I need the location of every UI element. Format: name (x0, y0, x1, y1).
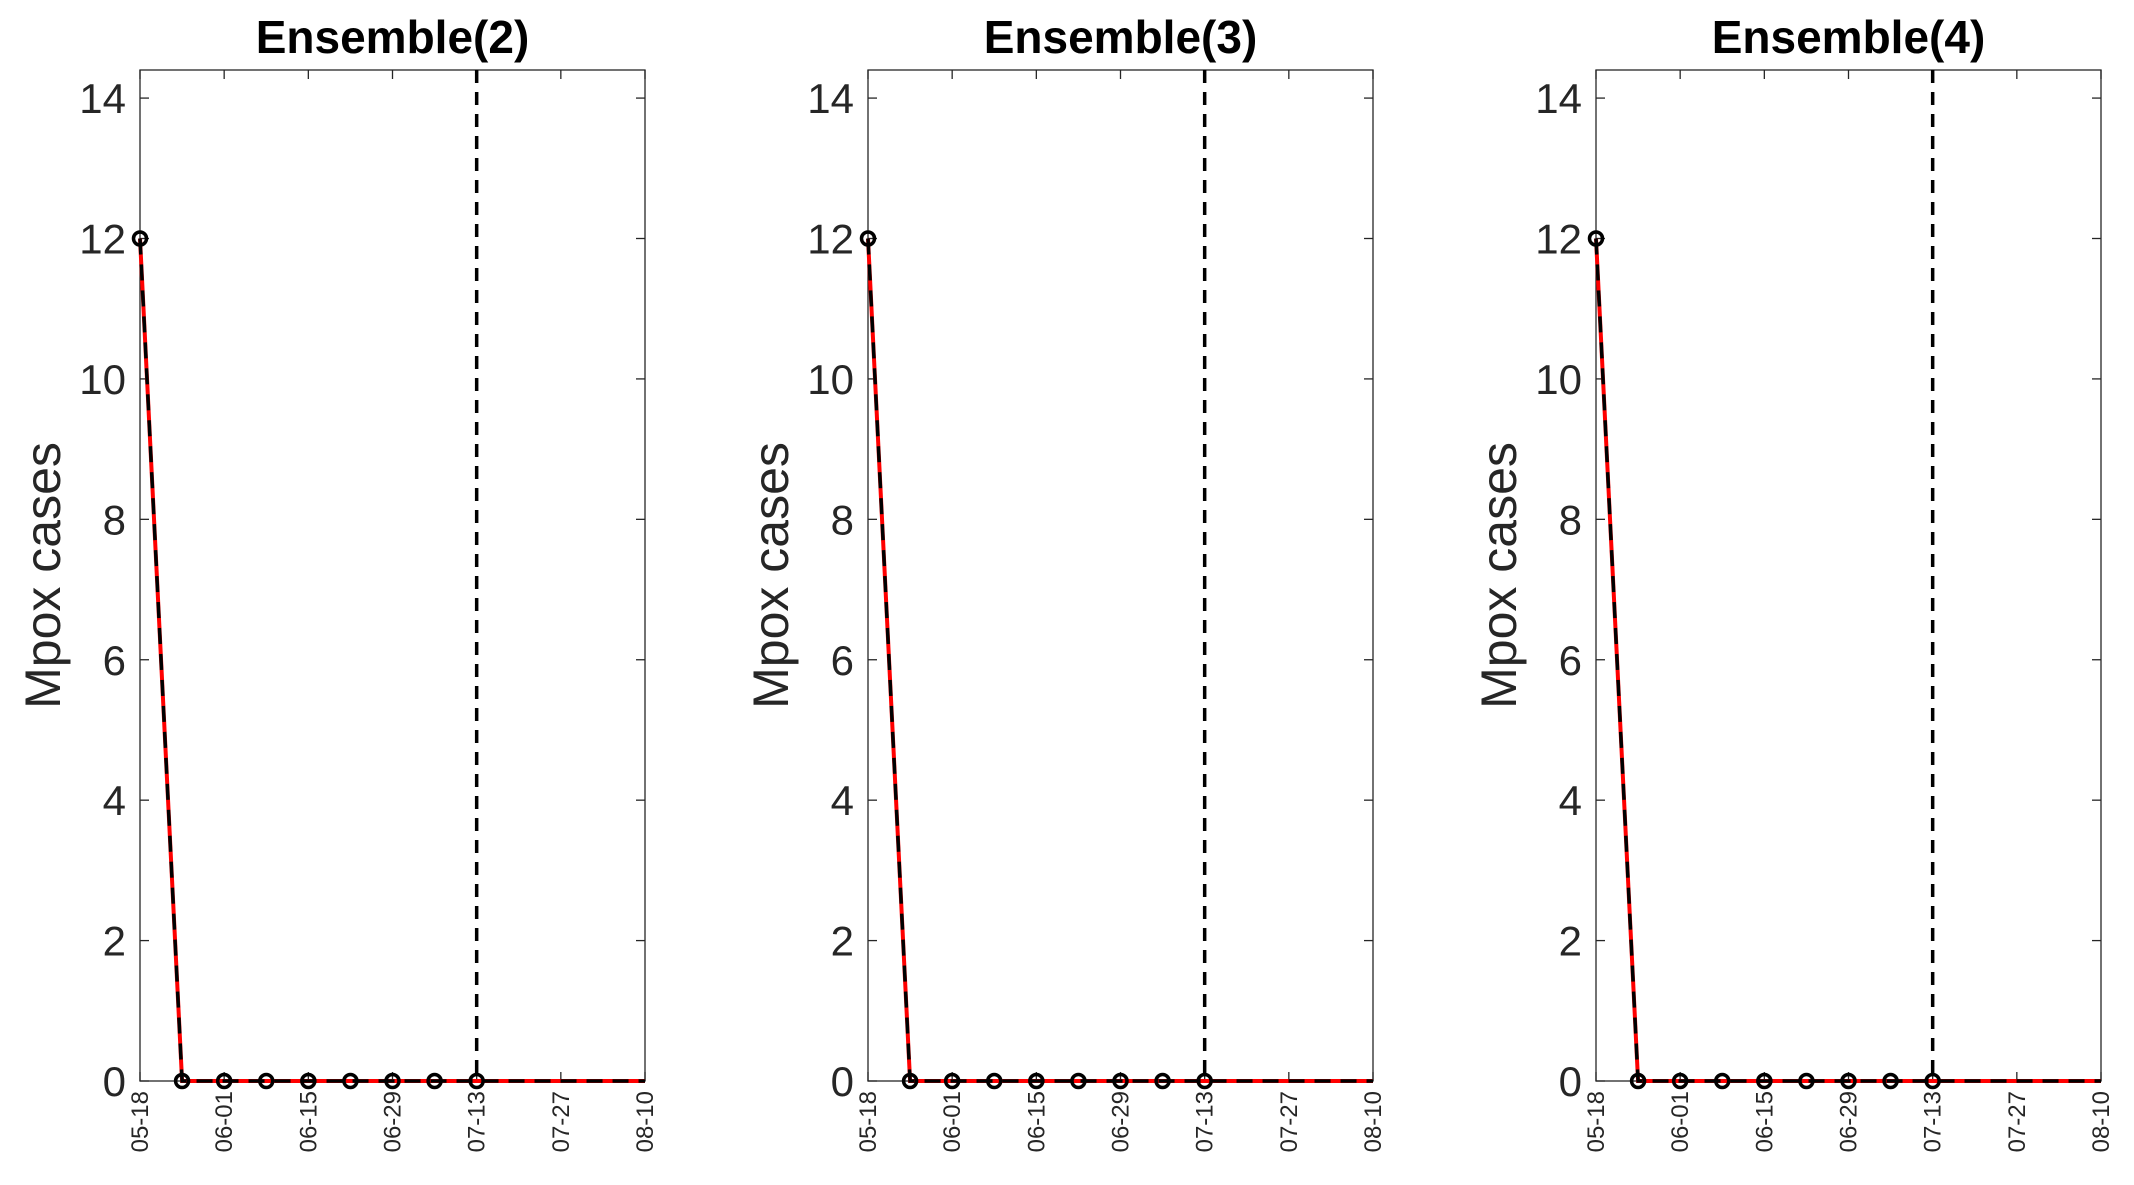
y-tick-label: 14 (1535, 75, 1582, 122)
y-tick-label: 6 (103, 637, 126, 684)
panel-ensemble-2: 0 2 4 6 8 10 12 14 05-18 06-01 06-15 06-29 07-13 07-2… (15, 11, 659, 1152)
x-tick-label: 07-27 (1276, 1091, 1303, 1152)
y-tick-label: 8 (1559, 496, 1582, 543)
x-tick-label: 08-10 (2088, 1091, 2115, 1152)
chart-title: Ensemble(3) (984, 11, 1258, 63)
y-tick-label: 2 (103, 918, 126, 965)
data-point (1756, 1072, 1773, 1090)
data-point (258, 1072, 275, 1090)
data-point (426, 1072, 443, 1090)
data-point (131, 230, 149, 247)
y-tick-label: 10 (807, 356, 854, 403)
data-point (1798, 1072, 1815, 1090)
y-tick-label: 0 (831, 1058, 854, 1105)
x-tick-label: 08-10 (632, 1091, 659, 1152)
axes-box (867, 69, 1374, 1082)
x-tick-label: 06-15 (1023, 1091, 1050, 1152)
x-tick-label: 06-01 (211, 1091, 238, 1152)
x-tick-label: 05-18 (127, 1091, 154, 1152)
data-point (1840, 1072, 1857, 1090)
data-point (1587, 230, 1605, 247)
x-tick-label: 07-27 (2004, 1091, 2031, 1152)
data-point (1112, 1072, 1129, 1090)
axes-box (1595, 69, 2102, 1082)
chart-title: Ensemble(2) (256, 11, 530, 63)
y-tick-label: 4 (831, 777, 854, 824)
data-point (1924, 1072, 1941, 1090)
x-tick-label: 05-18 (1583, 1091, 1610, 1152)
data-point (1882, 1072, 1899, 1090)
x-tick-label: 06-29 (1836, 1091, 1863, 1152)
y-tick-label: 4 (1559, 777, 1582, 824)
x-tick-label: 08-10 (1360, 1091, 1387, 1152)
x-tick-label: 06-15 (295, 1091, 322, 1152)
panel-ensemble-4: 0 2 4 6 8 10 12 14 05-18 06-01 06-15 06-29 07-13 07-2… (1471, 11, 2115, 1152)
y-tick-label: 12 (79, 216, 126, 263)
y-tick-label: 12 (807, 216, 854, 263)
y-tick-label: 8 (831, 496, 854, 543)
data-point (986, 1072, 1003, 1090)
data-point (1154, 1072, 1171, 1090)
data-point (943, 1072, 961, 1090)
y-tick-label: 8 (103, 496, 126, 543)
data-point (1629, 1072, 1647, 1090)
x-tick-label: 07-13 (464, 1091, 491, 1152)
y-tick-label: 4 (103, 777, 126, 824)
data-point (468, 1072, 485, 1090)
panel-ensemble-3: 0 2 4 6 8 10 12 14 05-18 06-01 06-15 06-29 07-13 07-2… (743, 11, 1387, 1152)
chart-title: Ensemble(4) (1712, 11, 1986, 63)
data-point (1028, 1072, 1045, 1090)
x-tick-label: 06-29 (1108, 1091, 1135, 1152)
y-tick-label: 14 (79, 75, 126, 122)
x-tick-label: 07-13 (1192, 1091, 1219, 1152)
data-point (173, 1072, 191, 1090)
y-tick-label: 10 (1535, 356, 1582, 403)
y-axis-label: Mpox cases (15, 442, 71, 709)
x-tick-label: 06-29 (380, 1091, 407, 1152)
data-point (300, 1072, 317, 1090)
y-tick-label: 10 (79, 356, 126, 403)
y-tick-label: 12 (1535, 216, 1582, 263)
fit-line (866, 238, 1373, 1083)
data-point (1070, 1072, 1087, 1090)
x-tick-label: 06-01 (939, 1091, 966, 1152)
data-point (342, 1072, 359, 1090)
x-tick-label: 06-15 (1751, 1091, 1778, 1152)
y-tick-label: 6 (1559, 637, 1582, 684)
data-line (138, 238, 645, 1083)
y-axis-label: Mpox cases (1471, 442, 1527, 709)
data-point (1196, 1072, 1213, 1090)
fit-line (138, 238, 645, 1083)
data-point (1671, 1072, 1689, 1090)
x-tick-label: 07-13 (1920, 1091, 1947, 1152)
data-point (1714, 1072, 1731, 1090)
y-tick-label: 6 (831, 637, 854, 684)
y-tick-label: 0 (1559, 1058, 1582, 1105)
y-tick-label: 0 (103, 1058, 126, 1105)
data-point (859, 230, 877, 247)
axes-box (139, 69, 646, 1082)
x-tick-label: 06-01 (1667, 1091, 1694, 1152)
y-axis-label: Mpox cases (743, 442, 799, 709)
data-point (901, 1072, 919, 1090)
data-line (866, 238, 1373, 1083)
data-line (1594, 238, 2101, 1083)
y-tick-label: 14 (807, 75, 854, 122)
y-tick-label: 2 (831, 918, 854, 965)
x-tick-label: 07-27 (548, 1091, 575, 1152)
data-point (384, 1072, 401, 1090)
x-tick-label: 05-18 (855, 1091, 882, 1152)
data-point (215, 1072, 233, 1090)
y-tick-label: 2 (1559, 918, 1582, 965)
fit-line (1594, 238, 2101, 1083)
